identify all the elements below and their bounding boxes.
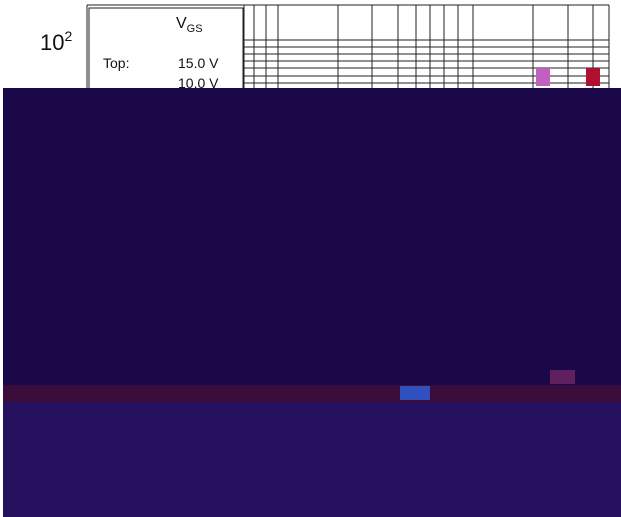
axis-label: 102	[40, 28, 72, 55]
legend-row-label: Top:	[103, 55, 129, 71]
legend-row-value: 10.0 V	[178, 75, 219, 91]
artifact	[586, 68, 600, 86]
legend-title-main: V	[176, 15, 187, 32]
artifact	[536, 68, 550, 86]
artifact	[400, 386, 430, 400]
axis-label-exponent: 2	[64, 28, 72, 44]
corrupted-region	[3, 402, 621, 517]
legend-title: VGS	[176, 15, 203, 35]
artifact	[550, 370, 575, 384]
axis-label-base: 10	[40, 30, 64, 55]
corrupted-band	[3, 385, 621, 402]
corrupted-region	[3, 88, 621, 385]
legend-row-value: 15.0 V	[178, 55, 219, 71]
plot-grid	[86, 4, 610, 90]
legend-title-subscript: GS	[187, 23, 203, 35]
legend-box	[88, 7, 244, 93]
